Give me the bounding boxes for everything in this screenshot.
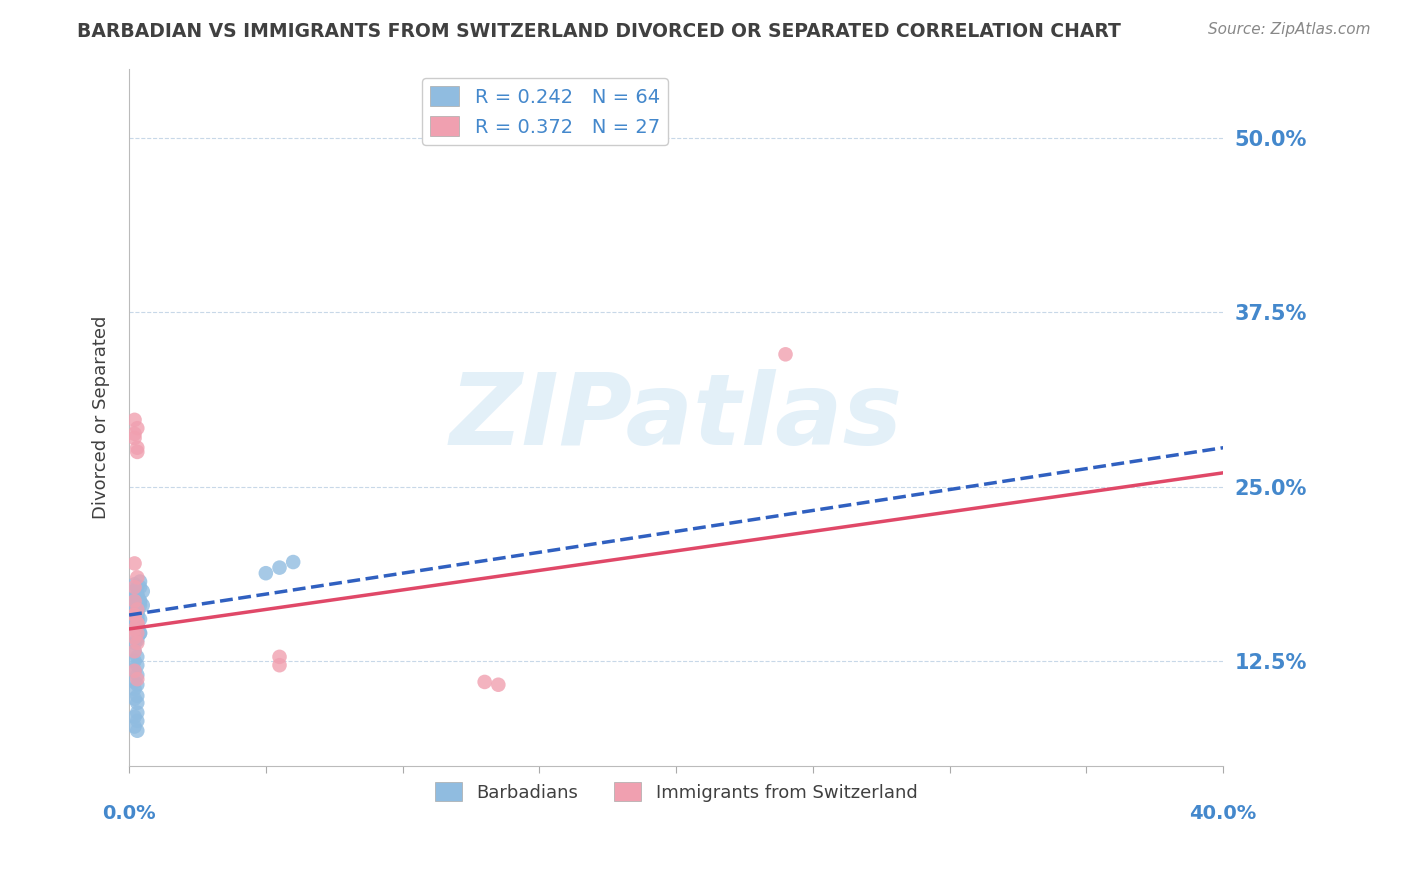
Point <box>127 580 149 594</box>
Point <box>124 431 146 445</box>
Point <box>124 644 146 658</box>
Point <box>124 664 146 678</box>
Point <box>124 636 146 650</box>
Point <box>474 675 496 690</box>
Point <box>269 560 291 574</box>
Point <box>127 714 149 728</box>
Point <box>124 557 146 571</box>
Point <box>132 584 155 599</box>
Point <box>269 658 291 673</box>
Legend: Barbadians, Immigrants from Switzerland: Barbadians, Immigrants from Switzerland <box>427 775 925 809</box>
Point <box>132 599 155 613</box>
Point <box>127 619 149 633</box>
Point <box>129 580 152 594</box>
Point <box>127 570 149 584</box>
Point <box>127 668 149 682</box>
Point <box>127 605 149 619</box>
Point <box>124 599 146 613</box>
Point <box>127 689 149 703</box>
Point <box>124 594 146 608</box>
Point <box>127 589 149 603</box>
Point <box>127 649 149 664</box>
Point <box>254 566 277 581</box>
Point <box>129 594 152 608</box>
Point <box>127 630 149 644</box>
Point <box>124 607 146 622</box>
Point <box>129 626 152 640</box>
Point <box>124 426 146 441</box>
Point <box>127 636 149 650</box>
Point <box>124 413 146 427</box>
Y-axis label: Divorced or Separated: Divorced or Separated <box>93 316 110 519</box>
Point <box>127 607 149 622</box>
Point <box>127 599 149 613</box>
Point <box>124 580 146 594</box>
Point <box>124 654 146 668</box>
Point <box>127 672 149 686</box>
Point <box>127 602 149 616</box>
Point <box>124 584 146 599</box>
Text: ZIPatlas: ZIPatlas <box>450 368 903 466</box>
Point <box>127 612 149 626</box>
Point <box>124 720 146 734</box>
Point <box>127 633 149 648</box>
Point <box>124 599 146 613</box>
Point <box>124 616 146 631</box>
Point <box>124 607 146 622</box>
Point <box>129 574 152 589</box>
Point <box>127 599 149 613</box>
Point <box>124 591 146 606</box>
Point <box>127 421 149 435</box>
Point <box>124 630 146 644</box>
Point <box>124 607 146 622</box>
Point <box>127 626 149 640</box>
Text: BARBADIAN VS IMMIGRANTS FROM SWITZERLAND DIVORCED OR SEPARATED CORRELATION CHART: BARBADIAN VS IMMIGRANTS FROM SWITZERLAND… <box>77 22 1121 41</box>
Point <box>124 602 146 616</box>
Point <box>124 602 146 616</box>
Point <box>127 706 149 720</box>
Point <box>124 577 146 591</box>
Point <box>127 678 149 692</box>
Point <box>127 605 149 619</box>
Point <box>127 441 149 455</box>
Text: 40.0%: 40.0% <box>1189 805 1257 823</box>
Point <box>127 602 149 616</box>
Point <box>127 591 149 606</box>
Point <box>124 644 146 658</box>
Point <box>127 622 149 636</box>
Point <box>129 594 152 608</box>
Point <box>124 619 146 633</box>
Point <box>127 445 149 459</box>
Point <box>269 649 291 664</box>
Point <box>283 555 305 569</box>
Point <box>124 681 146 696</box>
Point <box>124 675 146 690</box>
Point <box>486 678 509 692</box>
Point <box>127 589 149 603</box>
Point <box>127 594 149 608</box>
Point <box>127 589 149 603</box>
Point <box>124 622 146 636</box>
Point <box>127 594 149 608</box>
Point <box>127 616 149 631</box>
Point <box>127 622 149 636</box>
Point <box>127 658 149 673</box>
Point <box>127 696 149 710</box>
Point <box>124 616 146 631</box>
Text: Source: ZipAtlas.com: Source: ZipAtlas.com <box>1208 22 1371 37</box>
Point <box>129 612 152 626</box>
Point <box>124 691 146 706</box>
Point <box>127 616 149 631</box>
Text: 0.0%: 0.0% <box>103 805 156 823</box>
Point <box>124 664 146 678</box>
Point <box>124 710 146 724</box>
Point <box>129 626 152 640</box>
Point <box>127 612 149 626</box>
Point <box>129 599 152 613</box>
Point <box>127 723 149 738</box>
Point <box>124 607 146 622</box>
Point <box>127 607 149 622</box>
Point <box>775 347 797 361</box>
